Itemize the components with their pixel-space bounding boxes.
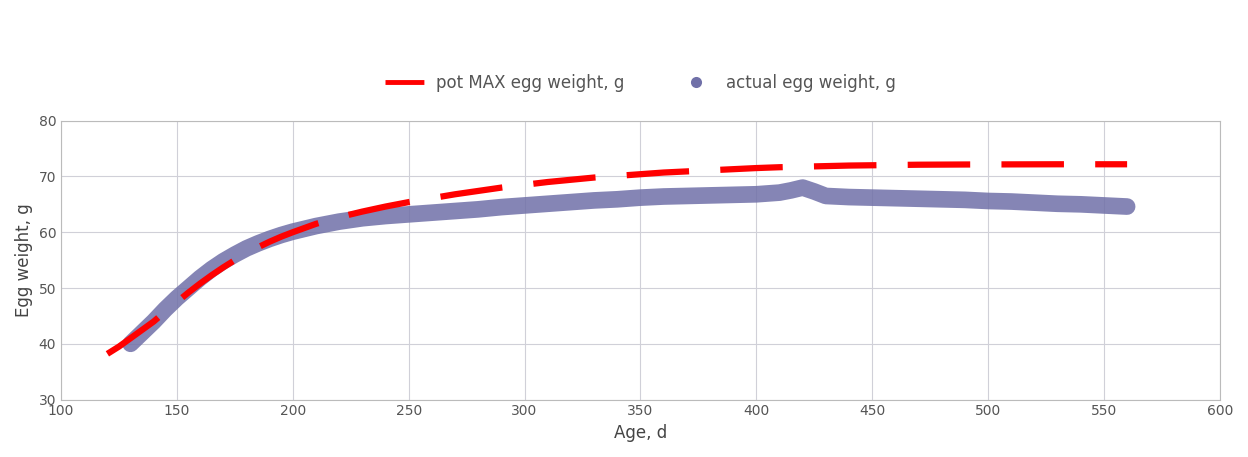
X-axis label: Age, d: Age, d [614, 424, 666, 442]
Y-axis label: Egg weight, g: Egg weight, g [15, 203, 32, 317]
Legend: pot MAX egg weight, g, actual egg weight, g: pot MAX egg weight, g, actual egg weight… [378, 68, 902, 99]
